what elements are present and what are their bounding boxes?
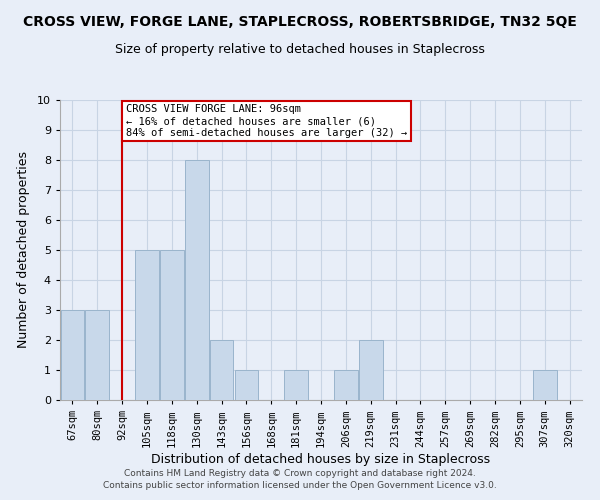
Bar xyxy=(359,340,383,400)
Y-axis label: Number of detached properties: Number of detached properties xyxy=(17,152,30,348)
Bar xyxy=(533,370,557,400)
Bar xyxy=(135,250,159,400)
Bar xyxy=(284,370,308,400)
Text: Size of property relative to detached houses in Staplecross: Size of property relative to detached ho… xyxy=(115,42,485,56)
Bar xyxy=(61,310,84,400)
Bar xyxy=(334,370,358,400)
Bar xyxy=(210,340,233,400)
X-axis label: Distribution of detached houses by size in Staplecross: Distribution of detached houses by size … xyxy=(151,454,491,466)
Bar xyxy=(85,310,109,400)
Text: CROSS VIEW, FORGE LANE, STAPLECROSS, ROBERTSBRIDGE, TN32 5QE: CROSS VIEW, FORGE LANE, STAPLECROSS, ROB… xyxy=(23,15,577,29)
Bar xyxy=(160,250,184,400)
Bar xyxy=(185,160,209,400)
Text: Contains public sector information licensed under the Open Government Licence v3: Contains public sector information licen… xyxy=(103,481,497,490)
Bar xyxy=(235,370,258,400)
Text: Contains HM Land Registry data © Crown copyright and database right 2024.: Contains HM Land Registry data © Crown c… xyxy=(124,468,476,477)
Text: CROSS VIEW FORGE LANE: 96sqm
← 16% of detached houses are smaller (6)
84% of sem: CROSS VIEW FORGE LANE: 96sqm ← 16% of de… xyxy=(126,104,407,138)
